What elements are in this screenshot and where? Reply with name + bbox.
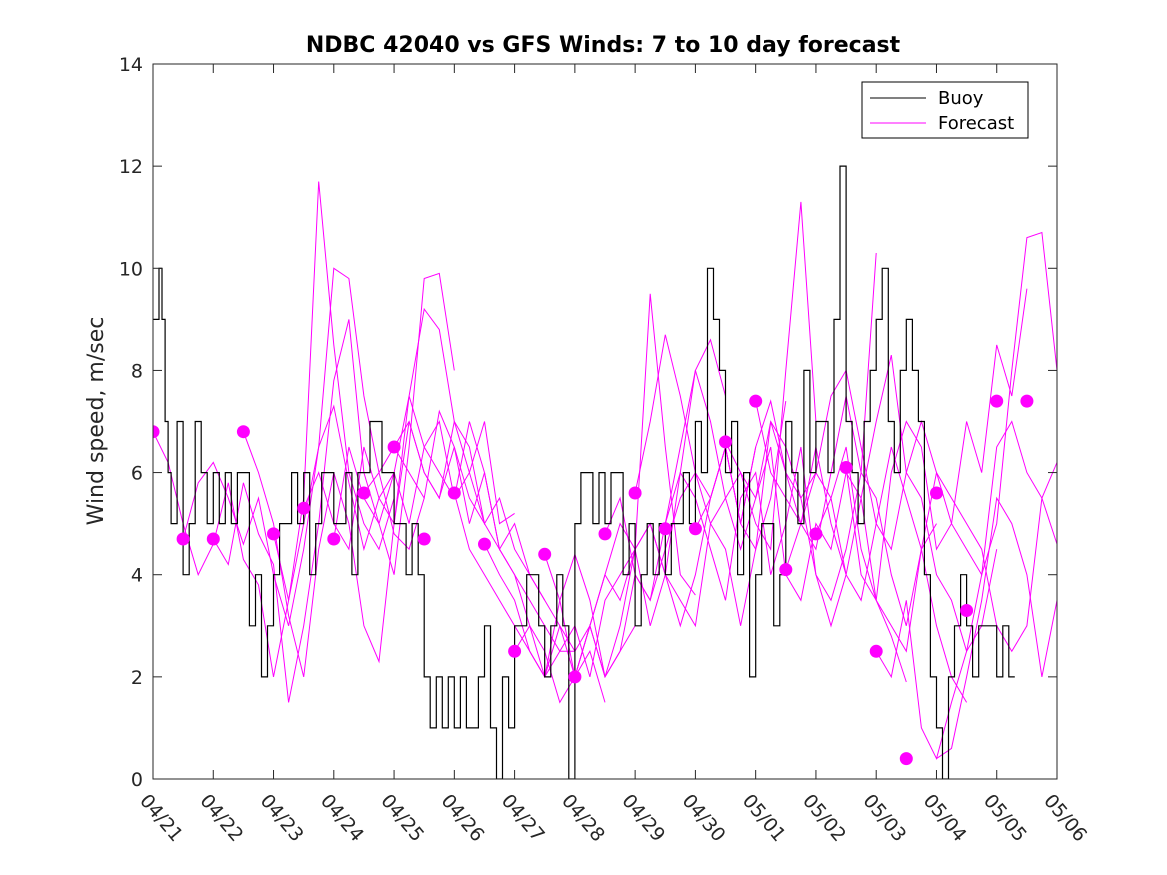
forecast-marker [1020,394,1034,408]
forecast-marker [990,394,1004,408]
forecast-marker [930,486,943,500]
forecast-series-line-4 [242,307,485,678]
y-tick-label: 10 [119,258,143,280]
forecast-marker [628,486,642,500]
forecast-marker [658,522,672,536]
forecast-marker [153,425,160,439]
forecast-series-line-21 [785,288,1028,601]
forecast-series-line-25 [936,496,1057,760]
forecast-marker [176,532,190,546]
forecast-series-line-16 [634,252,877,602]
forecast-marker [387,440,401,454]
y-tick-label: 12 [119,156,143,178]
forecast-marker [568,670,582,684]
legend-box [861,81,1029,139]
forecast-marker [508,644,522,658]
axes-box [152,63,1058,780]
forecast-marker [206,532,220,546]
forecast-marker [809,527,823,541]
forecast-series-line-2 [182,267,425,626]
buoy-series-line [153,165,1015,779]
y-tick-label: 6 [131,463,143,485]
forecast-marker [447,486,461,500]
forecast-marker [417,532,431,546]
forecast-marker [960,604,974,617]
forecast-marker [749,394,763,408]
forecast-series-line-1 [153,181,395,677]
forecast-series-line-24 [875,231,1057,761]
forecast-marker [538,547,552,561]
forecast-series-line-23 [845,467,1057,653]
forecast-marker [719,435,732,449]
forecast-marker [297,501,311,515]
axes-frame [152,63,1058,780]
y-axis-ticks: 0 2 4 6 8 10 12 14 [119,54,1057,791]
y-tick-label: 2 [131,667,143,689]
forecast-series-line-18 [694,395,937,626]
forecast-marker [899,752,913,766]
forecast-marker [327,532,341,546]
legend-buoy-label: Buoy [938,88,984,109]
legend-forecast-label: Forecast [938,113,1014,134]
y-tick-label: 14 [119,54,143,76]
y-tick-label: 4 [131,565,143,587]
forecast-marker [357,486,371,500]
forecast-series-line-3 [212,272,455,703]
y-tick-label: 0 [131,769,143,791]
forecast-series-line-20 [755,354,998,653]
forecast-marker [598,527,612,541]
plot-area [153,165,1057,779]
forecast-marker [478,537,491,551]
chart-title: NDBC 42040 vs GFS Winds: 7 to 10 day for… [306,33,901,58]
legend: Buoy Forecast [861,81,1029,139]
forecast-marker [267,527,280,541]
forecast-marker [688,522,702,536]
y-axis-label: Wind speed, m/sec [84,317,109,526]
forecast-marker [869,644,883,658]
forecast-marker [839,461,853,474]
forecast-marker [779,563,793,577]
forecast-marker [236,425,250,439]
y-tick-label: 8 [131,360,143,382]
